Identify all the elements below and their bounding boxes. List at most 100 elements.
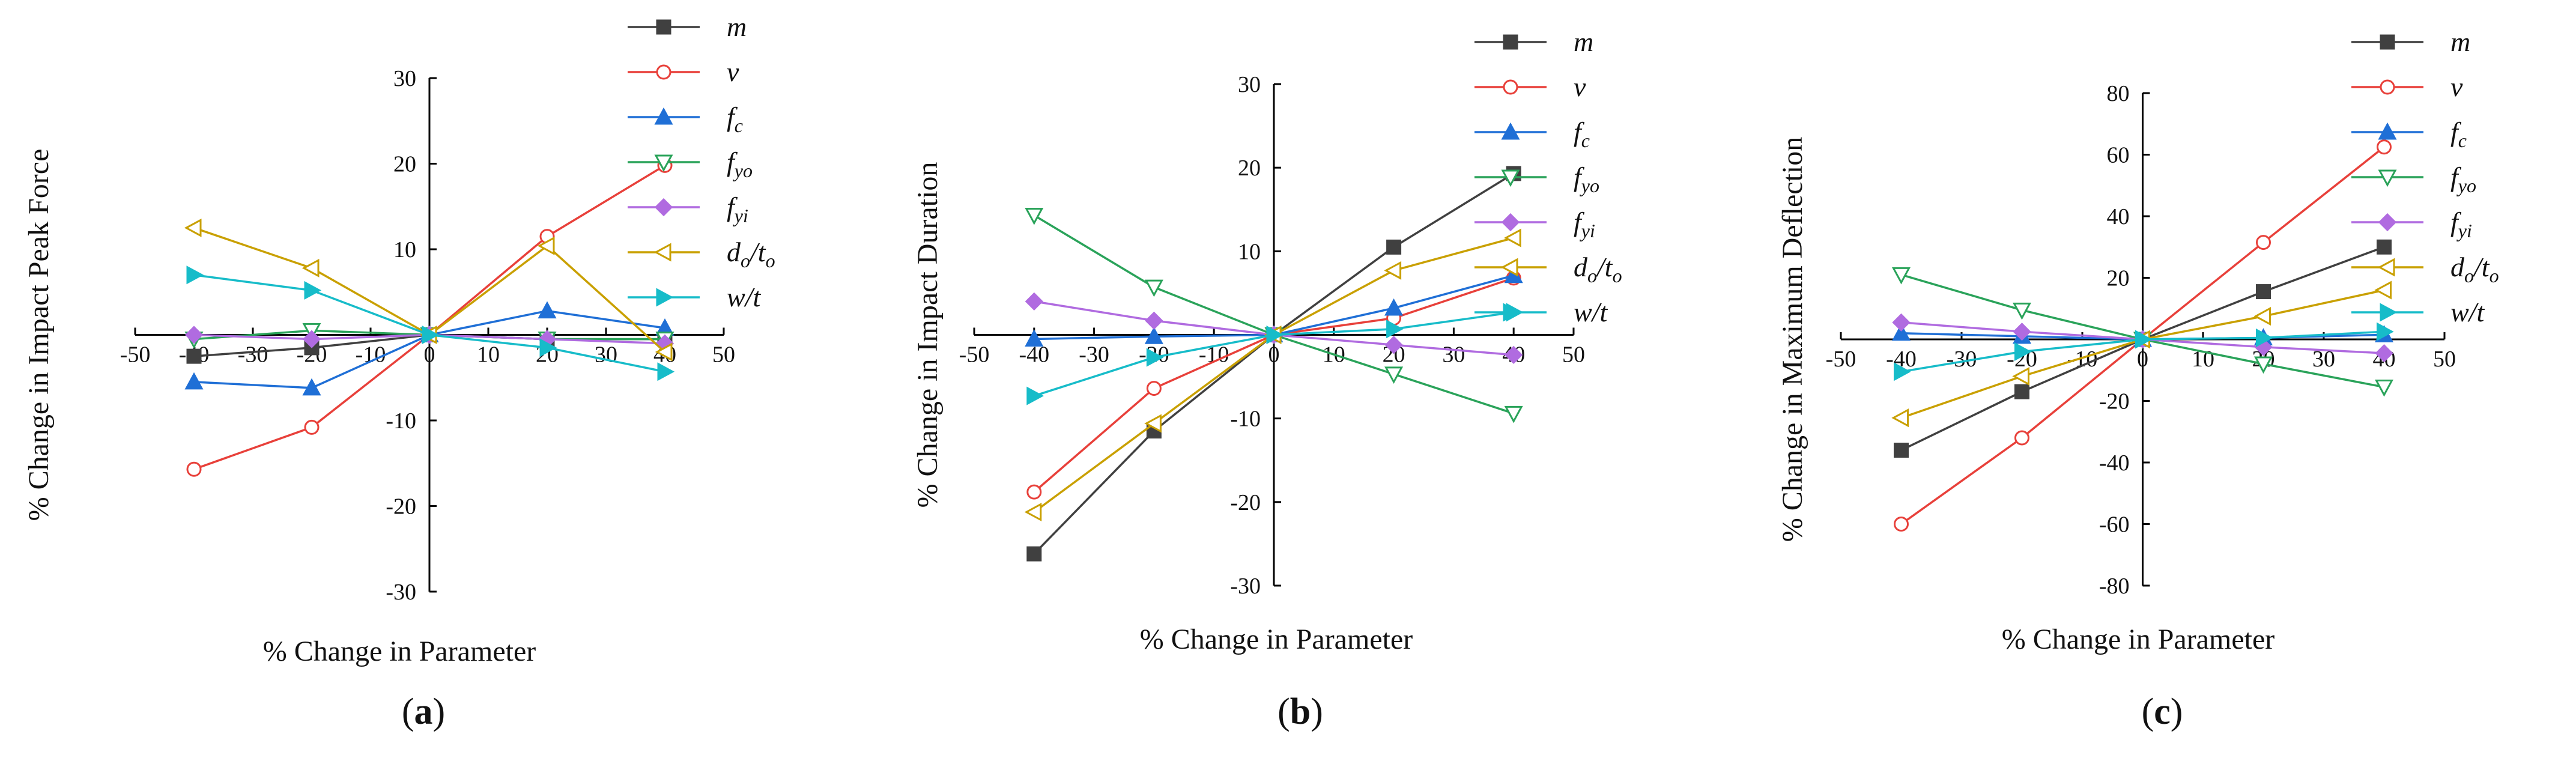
- data-point: [304, 280, 322, 300]
- data-point: [1891, 267, 1911, 285]
- data-point: [304, 419, 320, 435]
- data-point: [1894, 517, 1909, 532]
- data-point: [1384, 366, 1404, 384]
- y-tick-label: -40: [2099, 450, 2130, 476]
- legend-marker: [654, 198, 673, 217]
- legend-item-do-to: do/to: [628, 237, 775, 271]
- data-point: [302, 258, 320, 277]
- data-point: [302, 378, 321, 396]
- data-point: [1384, 261, 1402, 280]
- data-point: [1505, 345, 1523, 365]
- data-point: [2375, 344, 2393, 363]
- y-tick-label: -20: [1230, 490, 1261, 515]
- data-point: [1384, 336, 1403, 354]
- legend-marker: [1501, 122, 1520, 140]
- chart-panel-c: -50-40-30-20-1001020304050-80-60-40-2020…: [1777, 26, 2499, 732]
- chart-panel-a: -50-40-30-20-1001020304050-30-20-1010203…: [23, 11, 775, 732]
- data-point: [186, 461, 202, 477]
- legend-item-do-to: do/to: [2351, 252, 2499, 287]
- data-point: [186, 265, 204, 285]
- data-point: [1504, 228, 1521, 247]
- legend-marker: [2380, 303, 2398, 322]
- legend-marker: [2380, 34, 2395, 50]
- x-tick-label: 0: [1268, 342, 1280, 368]
- data-point: [186, 348, 202, 364]
- legend-label: do/to: [2450, 252, 2499, 287]
- legend-item-w-t: w/t: [628, 282, 761, 312]
- legend-item-w-t: w/t: [1474, 297, 1608, 327]
- panel-label: (c): [2142, 691, 2183, 732]
- data-point: [184, 372, 204, 390]
- legend-label: w/t: [1574, 297, 1608, 327]
- y-tick-label: 80: [2107, 81, 2130, 106]
- legend-item-v: v: [2351, 71, 2463, 102]
- legend-marker: [2378, 169, 2397, 187]
- panel-label: (b): [1277, 691, 1323, 732]
- legend-marker: [2377, 258, 2395, 277]
- y-tick-label: -20: [386, 494, 416, 520]
- data-point: [539, 338, 557, 357]
- y-tick-label: 30: [1238, 72, 1261, 97]
- legend-item-do-to: do/to: [1474, 252, 1622, 287]
- data-point: [1024, 503, 1042, 522]
- y-axis-title: % Change in Maximum Deflection: [1777, 137, 1808, 542]
- data-point: [538, 301, 557, 319]
- legend-marker: [1503, 34, 1518, 50]
- data-point: [1504, 405, 1523, 423]
- data-point: [2013, 323, 2031, 341]
- data-point: [1025, 292, 1043, 311]
- data-point: [2256, 328, 2273, 347]
- y-tick-label: 60: [2107, 143, 2130, 168]
- x-axis-title: % Change in Parameter: [2002, 623, 2275, 655]
- data-point: [1025, 207, 1044, 225]
- legend-item-m: m: [1474, 26, 1593, 57]
- legend-marker: [2378, 122, 2397, 140]
- data-point: [655, 342, 673, 362]
- x-tick-label: 10: [477, 342, 500, 368]
- data-point: [1384, 298, 1404, 316]
- series-w-t: [1026, 303, 1524, 405]
- y-tick-label: 20: [2107, 266, 2130, 291]
- data-point: [2012, 366, 2029, 386]
- data-point: [1025, 329, 1044, 347]
- legend-label: m: [2450, 26, 2470, 57]
- legend-item-fc: fc: [628, 102, 743, 136]
- x-tick-label: -30: [1079, 342, 1109, 368]
- legend-marker: [656, 19, 671, 35]
- legend-item-fyo: fyo: [1474, 162, 1599, 196]
- data-point: [2256, 235, 2271, 250]
- legend-item-v: v: [1474, 71, 1586, 102]
- x-tick-label: 30: [595, 342, 617, 368]
- legend-item-v: v: [628, 56, 739, 87]
- legend-item-w-t: w/t: [2351, 297, 2485, 327]
- x-tick-label: -50: [1826, 347, 1856, 372]
- data-point: [2374, 379, 2394, 397]
- legend-marker: [656, 64, 671, 80]
- legend-marker: [2378, 213, 2397, 232]
- x-tick-label: -50: [959, 342, 990, 368]
- legend-marker: [2380, 79, 2395, 95]
- series-w-t: [186, 265, 675, 381]
- data-point: [184, 218, 202, 237]
- data-point: [2253, 356, 2273, 374]
- legend-label: m: [1574, 26, 1593, 57]
- data-point: [2135, 330, 2153, 349]
- y-tick-label: 10: [393, 237, 416, 262]
- legend-marker: [654, 154, 673, 172]
- data-point: [1146, 348, 1164, 367]
- x-tick-label: 0: [2137, 347, 2148, 372]
- y-tick-label: 30: [393, 66, 416, 91]
- x-tick-label: 0: [424, 342, 435, 368]
- data-point: [1144, 327, 1163, 344]
- data-point: [1026, 484, 1042, 500]
- data-point: [1894, 443, 1909, 458]
- y-tick-label: -10: [1230, 407, 1261, 432]
- x-axis-title: % Change in Parameter: [263, 635, 536, 667]
- data-point: [1386, 320, 1404, 339]
- data-point: [1266, 325, 1284, 345]
- x-tick-label: -50: [120, 342, 151, 368]
- x-tick-label: -10: [356, 342, 386, 368]
- data-point: [2014, 384, 2029, 399]
- data-point: [1146, 381, 1162, 396]
